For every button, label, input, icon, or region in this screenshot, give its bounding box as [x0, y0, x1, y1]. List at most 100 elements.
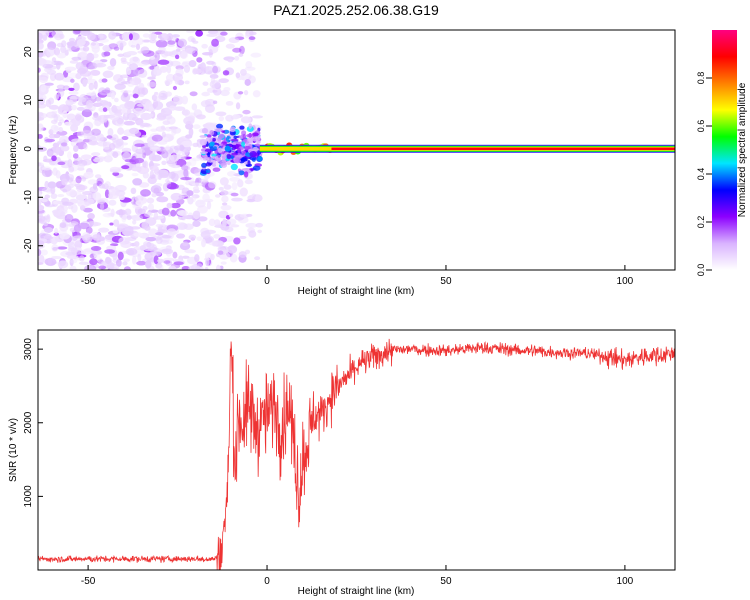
spectrogram-cell [201, 162, 207, 168]
spectrogram-cell [191, 157, 201, 162]
spectrogram-cell [53, 114, 59, 123]
spectrogram-cell [254, 143, 261, 147]
spectrogram-cell [38, 134, 43, 139]
spectrogram-cell [245, 222, 258, 229]
spectrogram-cell [44, 82, 54, 86]
spectrogram-cell [240, 157, 248, 162]
spectrogram-cell [38, 262, 44, 266]
svg-text:50: 50 [440, 576, 452, 587]
spectrogram-cell [121, 136, 129, 141]
spectrogram-cell [226, 218, 237, 226]
spectrogram-cell [108, 199, 117, 206]
spectrogram-cell [247, 227, 256, 233]
spectrogram-x-tick: 0 [264, 265, 270, 287]
spectrogram-cell [137, 208, 146, 215]
spectrogram-cell [117, 53, 125, 58]
spectrogram-cell [167, 40, 176, 45]
spectrogram-cell [97, 199, 106, 205]
snr-x-tick: 100 [617, 565, 634, 587]
spectrogram-cell [136, 61, 149, 67]
spectrogram-cell [78, 261, 90, 265]
spectrogram-cell [50, 193, 58, 199]
spectrogram-cell [221, 202, 228, 206]
spectrogram-cell [38, 42, 44, 50]
spectrogram-cell [124, 100, 135, 110]
spectrogram-cell [123, 266, 131, 270]
spectrogram-cell [219, 245, 229, 251]
spectrogram-cell [83, 143, 88, 150]
svg-text:-20: -20 [23, 238, 34, 253]
spectrogram-cell [112, 252, 118, 261]
spectrogram-cell [145, 217, 157, 226]
spectrogram-cell [179, 51, 189, 60]
spectrogram-cell [109, 114, 120, 121]
spectrogram-cell [62, 85, 70, 91]
spectrogram-cell [70, 78, 75, 83]
spectrogram-cell [122, 91, 128, 99]
spectrogram-cell [217, 147, 223, 153]
snr-y-tick: 3000 [23, 338, 43, 360]
spectrogram-cell [120, 89, 132, 94]
spectrogram-cell [38, 144, 41, 151]
spectrogram-cell [110, 243, 119, 247]
spectrogram-cell [248, 36, 256, 41]
spectrogram-cell [121, 214, 127, 223]
spectrogram-cell [40, 84, 47, 93]
spectrogram-cell [103, 114, 108, 124]
spectrogram-cell [175, 65, 184, 70]
spectrogram-cell [47, 150, 59, 158]
spectrogram-cell [199, 139, 208, 146]
spectrogram-x-ticks: -50 0 50 100 [81, 265, 634, 287]
spectrogram-cell [94, 156, 107, 160]
spectrogram-cell [80, 30, 91, 37]
spectrogram-cell [41, 168, 53, 178]
spectrogram-cell [150, 251, 162, 257]
spectrogram-cell [106, 135, 113, 139]
spectrogram-cell [225, 135, 232, 143]
spectrogram-cell [82, 46, 90, 52]
spectrogram-cell [170, 209, 177, 217]
spectrogram-cell [232, 114, 241, 120]
spectrogram-cell [230, 152, 238, 156]
spectrogram-cell [48, 104, 59, 110]
spectrogram-cell [230, 138, 239, 142]
spectrogram-cell [242, 109, 251, 115]
spectrogram-cell [76, 184, 88, 191]
spectrogram-cell [247, 160, 251, 167]
spectrogram-cell [173, 95, 180, 105]
svg-text:1000: 1000 [23, 485, 34, 508]
spectrogram-cell [38, 254, 45, 264]
spectrogram-cell [83, 108, 93, 112]
spectrogram-cell [123, 258, 130, 262]
spectrogram-cell [227, 58, 234, 63]
spectrogram-cell [123, 120, 136, 126]
spectrogram-cell [135, 43, 141, 51]
spectrogram-cell [139, 124, 145, 128]
spectrogram-cell [211, 38, 219, 47]
spectrogram-cell [93, 120, 98, 126]
spectrogram-cell [201, 91, 211, 97]
spectrogram-cell [212, 167, 221, 172]
spectrogram-cell [206, 134, 212, 138]
svg-text:10: 10 [23, 94, 34, 106]
spectrogram-x-tick: 100 [617, 265, 634, 287]
spectrogram-cell [231, 197, 243, 202]
spectrogram-cell [84, 105, 92, 110]
spectrogram-cell [212, 159, 217, 165]
spectrogram-cell [204, 104, 215, 113]
spectrogram-cell [126, 214, 132, 221]
spectrogram-cell [243, 171, 249, 178]
spectrogram-cell [240, 68, 247, 76]
spectrogram-cell [93, 80, 98, 90]
spectrogram-cell [249, 31, 257, 36]
spectrogram-cell [156, 116, 166, 121]
spectrogram-cell [219, 177, 229, 186]
spectrogram-cell [115, 259, 122, 267]
snr-y-ticks: 1000 2000 3000 [23, 338, 43, 508]
spectrogram-cell [114, 97, 119, 103]
spectrogram-cell [221, 154, 227, 161]
spectrogram-cell [140, 46, 150, 54]
spectrogram-cell [45, 99, 52, 108]
svg-text:0.8: 0.8 [696, 72, 706, 85]
spectrogram-cell [87, 212, 95, 220]
